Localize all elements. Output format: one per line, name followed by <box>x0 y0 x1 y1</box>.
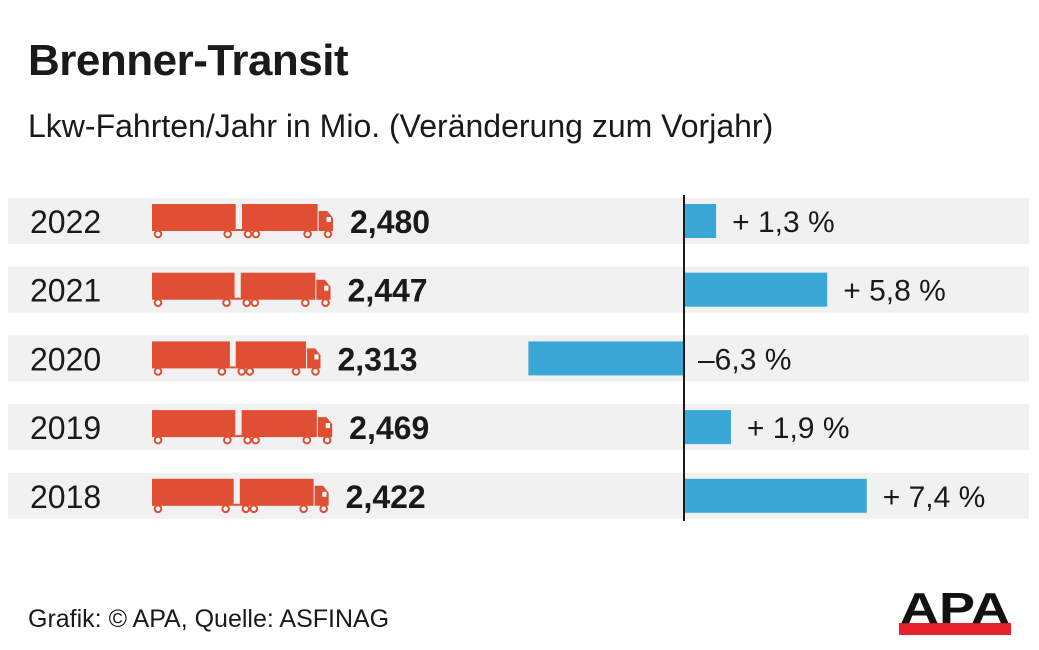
value-label: 2,480 <box>350 204 430 240</box>
change-label: –6,3 % <box>698 343 791 376</box>
truck-icon <box>152 341 321 376</box>
source-credit: Grafik: © APA, Quelle: ASFINAG <box>28 605 390 633</box>
year-label: 2019 <box>30 410 101 446</box>
chart-title: Brenner-Transit <box>28 36 349 85</box>
chart-subtitle: Lkw-Fahrten/Jahr in Mio. (Veränderung zu… <box>28 108 774 144</box>
change-bar <box>684 478 867 513</box>
year-label: 2018 <box>30 479 101 515</box>
logo-text: APA <box>900 590 1010 633</box>
change-bar <box>684 410 731 445</box>
change-bar <box>684 272 828 307</box>
change-label: + 5,8 % <box>843 275 946 308</box>
change-label: + 1,3 % <box>732 206 835 239</box>
year-label: 2022 <box>30 204 101 240</box>
truck-icon <box>152 410 333 445</box>
year-label: 2021 <box>30 273 101 309</box>
value-label: 2,422 <box>346 479 426 515</box>
apa-logo: APA <box>899 590 1011 635</box>
value-label: 2,447 <box>348 273 428 309</box>
value-label: 2,313 <box>337 341 417 377</box>
chart: 2022 2,480 + 1,3 % 2021 2,447 + 5,8 % 2020 2,31… <box>8 195 1029 521</box>
change-bar <box>684 204 717 238</box>
change-bar <box>528 341 684 376</box>
truck-icon <box>152 204 333 239</box>
logo-red-bar <box>899 623 1011 635</box>
year-label: 2020 <box>30 341 101 377</box>
truck-icon <box>152 478 329 514</box>
truck-icon <box>152 272 331 308</box>
change-label: + 1,9 % <box>747 412 850 445</box>
change-label: + 7,4 % <box>883 481 986 514</box>
value-label: 2,469 <box>349 410 429 446</box>
